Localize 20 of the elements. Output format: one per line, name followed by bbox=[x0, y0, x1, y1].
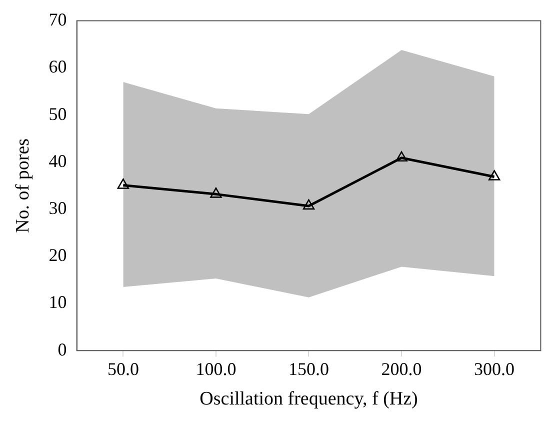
x-axis-title: Oscillation frequency, f (Hz) bbox=[200, 388, 418, 410]
point bbox=[210, 188, 222, 198]
point bbox=[302, 199, 315, 210]
y-tick-label: 60 bbox=[48, 56, 67, 77]
x-tick-label: 200.0 bbox=[381, 359, 422, 380]
y-tick-label: 10 bbox=[48, 292, 67, 312]
point bbox=[117, 178, 130, 189]
x-tick-label: 150.0 bbox=[288, 359, 329, 380]
x-tick-label: 300.0 bbox=[474, 359, 515, 380]
y-tick-label: 30 bbox=[48, 198, 67, 218]
y-tick-label: 0 bbox=[58, 339, 67, 360]
point bbox=[488, 170, 500, 180]
y-tick-label: 70 bbox=[48, 10, 67, 30]
x-tick-label: 50.0 bbox=[107, 359, 139, 380]
point bbox=[396, 151, 408, 162]
x-tick-label: 100.0 bbox=[196, 359, 236, 380]
y-axis-title: No. of pores bbox=[12, 138, 34, 233]
y-tick-label: 50 bbox=[48, 104, 67, 124]
y-tick-label: 20 bbox=[48, 245, 67, 266]
y-tick-label: 40 bbox=[48, 150, 67, 171]
